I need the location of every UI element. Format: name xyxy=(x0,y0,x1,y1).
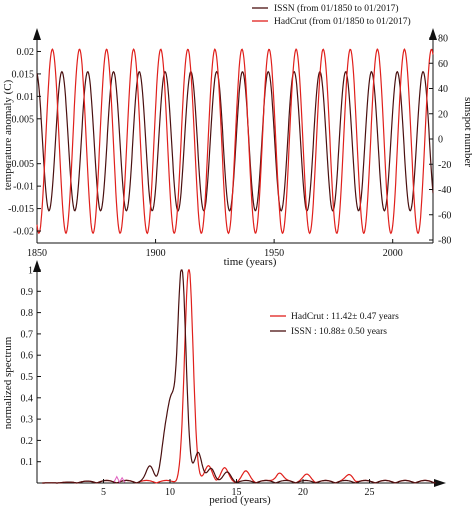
top-x-tick-label: 1900 xyxy=(146,248,166,259)
top-y-tick-right-label: 20 xyxy=(438,109,448,120)
top-x-ticks: 1850 1900 1950 2000 xyxy=(27,239,403,259)
bottom-y-tick-label: 0.5 xyxy=(21,372,34,383)
bottom-y-tick-label: 0.9 xyxy=(21,287,34,298)
bottom-y-tick-label: 0.8 xyxy=(21,308,34,319)
top-legend: ISSN (from 01/1850 to 01/2017) HadCrut (… xyxy=(252,3,411,27)
bottom-x-tick-label: 25 xyxy=(365,487,375,498)
bottom-y-tick-label: 0.4 xyxy=(21,393,34,404)
bottom-x-ticks: 5 10 15 20 25 xyxy=(101,479,375,498)
spectrum-chart: 0.1 0.2 0.3 0.4 0.5 0.6 0.7 0.8 0.9 1 5 10 15 20 25 p… xyxy=(2,260,446,506)
bottom-legend-label-issn: ISSN : 10.88± 0.50 years xyxy=(291,327,387,337)
bottom-x-tick-label: 10 xyxy=(165,487,175,498)
top-right-axis-arrow xyxy=(429,28,437,40)
top-x-tick-label: 2000 xyxy=(383,248,403,259)
top-legend-label-hadcrut: HadCrut (from 01/1850 to 01/2017) xyxy=(274,16,411,27)
top-y-ticks-right: 80 60 40 20 0 -20 -40 -60 -80 xyxy=(429,34,451,247)
bottom-y-tick-label: 1 xyxy=(28,266,33,277)
top-y-tick-label: 0.005 xyxy=(12,114,35,125)
top-x-tick-label: 1850 xyxy=(27,248,47,259)
pink-low-period-feature xyxy=(113,475,126,484)
top-y-tick-right-label: 60 xyxy=(438,59,448,70)
bottom-y-axis-arrow xyxy=(33,260,41,272)
hadcrut-spectrum-line xyxy=(42,269,436,484)
top-series-group xyxy=(36,48,434,235)
top-y-tick-label: -0.01 xyxy=(13,182,34,193)
top-y-tick-right-label: 80 xyxy=(438,34,448,45)
top-y-tick-right-label: 40 xyxy=(438,84,448,95)
top-y-axis-label: temperature anomaly (C) xyxy=(2,79,14,190)
bottom-x-tick-label: 20 xyxy=(298,487,308,498)
bottom-y-tick-label: 0.1 xyxy=(21,457,34,468)
bottom-x-tick-label: 15 xyxy=(232,487,242,498)
top-y-tick-label: -0.015 xyxy=(8,204,34,215)
issn-series-line xyxy=(36,70,434,212)
top-x-tick-label: 1950 xyxy=(264,248,284,259)
bottom-legend-label-hadcrut: HadCrut : 11.42± 0.47 years xyxy=(291,312,399,322)
bottom-y-tick-label: 0.2 xyxy=(21,436,34,447)
top-y-tick-right-label: -80 xyxy=(438,236,451,247)
top-y-tick-label: 0.015 xyxy=(12,69,35,80)
top-y-tick-right-label: 0 xyxy=(438,135,443,146)
top-legend-label-issn: ISSN (from 01/1850 to 01/2017) xyxy=(274,3,399,14)
top-y-ticks: 0.02 0.015 0.01 0.005 -0.005 -0.01 -0.015 -0.02 xyxy=(8,47,41,238)
bottom-legend: HadCrut : 11.42± 0.47 years ISSN : 10.88… xyxy=(270,312,399,337)
top-y-tick-label: -0.02 xyxy=(13,227,34,238)
time-series-chart: 0.02 0.015 0.01 0.005 -0.005 -0.01 -0.015 -0.02… xyxy=(2,3,474,268)
top-y-tick-label: 0.01 xyxy=(17,92,35,103)
bottom-y-axis-label: normalized spectrum xyxy=(2,336,14,429)
top-y-tick-label: 0.02 xyxy=(17,47,35,58)
top-y-tick-right-label: -60 xyxy=(438,210,451,221)
issn-spectrum-line xyxy=(42,269,436,484)
bottom-y-tick-label: 0.3 xyxy=(21,415,34,426)
bottom-y-tick-label: 0.7 xyxy=(21,329,34,340)
bottom-y-ticks: 0.1 0.2 0.3 0.4 0.5 0.6 0.7 0.8 0.9 1 xyxy=(21,266,41,468)
top-y-tick-label: -0.005 xyxy=(8,159,34,170)
top-left-axis-arrow xyxy=(33,28,41,40)
bottom-x-axis-arrow xyxy=(434,479,446,487)
top-y-tick-right-label: -40 xyxy=(438,185,451,196)
bottom-x-tick-label: 5 xyxy=(101,487,106,498)
bottom-y-tick-label: 0.6 xyxy=(21,351,34,362)
top-y-axis-label-right: sunspot number xyxy=(462,97,474,167)
top-y-tick-right-label: -20 xyxy=(438,160,451,171)
bottom-series-group xyxy=(42,269,436,484)
top-x-axis-label: time (years) xyxy=(224,256,277,268)
hadcrut-series-line xyxy=(36,48,434,235)
bottom-x-axis-label: period (years) xyxy=(209,494,271,506)
